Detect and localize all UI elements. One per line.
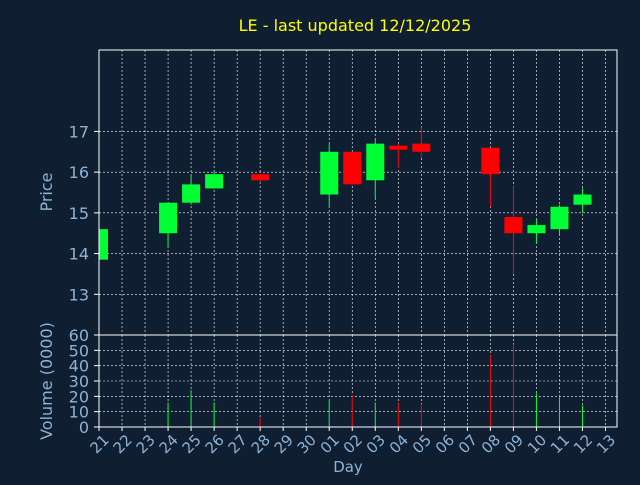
candle-body: [205, 174, 224, 189]
candle-body: [159, 202, 178, 234]
candle-body: [320, 151, 339, 195]
candle-11: [550, 204, 569, 236]
candle-09: [504, 186, 523, 274]
candle-body: [182, 184, 201, 203]
candle-body: [343, 151, 362, 185]
candle-body: [527, 225, 546, 234]
price-candles: [98, 127, 592, 274]
candle-05: [412, 127, 431, 158]
price-tick-label: 17: [69, 122, 89, 141]
candle-body: [412, 143, 431, 152]
candle-body: [389, 145, 408, 150]
chart-title: LE - last updated 12/12/2025: [239, 16, 472, 35]
candle-26: [205, 172, 224, 189]
volume-tick-label: 60: [69, 326, 89, 345]
volume-tick-label: 30: [69, 372, 89, 391]
candle-28: [251, 174, 270, 183]
x-ticks: 2122232425262728293001020304050607080910…: [87, 427, 619, 457]
candle-body: [99, 229, 108, 260]
candle-21: [98, 229, 108, 260]
candle-25: [182, 174, 201, 205]
candle-03: [366, 139, 385, 199]
volume-tick-label: 40: [69, 357, 89, 376]
price-tick-label: 16: [69, 163, 89, 182]
volume-tick-label: 10: [69, 403, 89, 422]
candle-body: [550, 206, 569, 230]
candle-01: [320, 143, 339, 207]
candle-body: [481, 147, 500, 175]
candle-24: [159, 202, 178, 248]
price-tick-label: 14: [69, 245, 89, 264]
price-tick-label: 13: [69, 285, 89, 304]
volume-tick-label: 0: [79, 418, 89, 437]
candle-body: [366, 143, 385, 181]
volume-tick-label: 20: [69, 387, 89, 406]
volume-bars: [98, 344, 583, 427]
candle-04: [389, 143, 408, 169]
x-axis-label: Day: [333, 458, 363, 476]
candle-02: [343, 151, 362, 185]
candle-12: [573, 188, 592, 213]
volume-grid: [99, 335, 617, 427]
candle-body: [504, 216, 523, 234]
candle-10: [527, 218, 546, 244]
x-tick-label: 13: [593, 431, 619, 457]
volume-axis-label: Volume (0000): [37, 322, 56, 440]
volume-plot-frame: [98, 334, 618, 428]
price-axis-label: Price: [37, 172, 56, 211]
price-plot-frame: [98, 49, 618, 336]
candle-08: [481, 147, 500, 207]
price-tick-label: 15: [69, 204, 89, 223]
candle-body: [251, 174, 270, 181]
candle-body: [573, 194, 592, 205]
volume-tick-label: 50: [69, 341, 89, 360]
price-y-ticks: 13 14 15 16 17: [69, 122, 99, 304]
price-grid: [99, 50, 617, 335]
